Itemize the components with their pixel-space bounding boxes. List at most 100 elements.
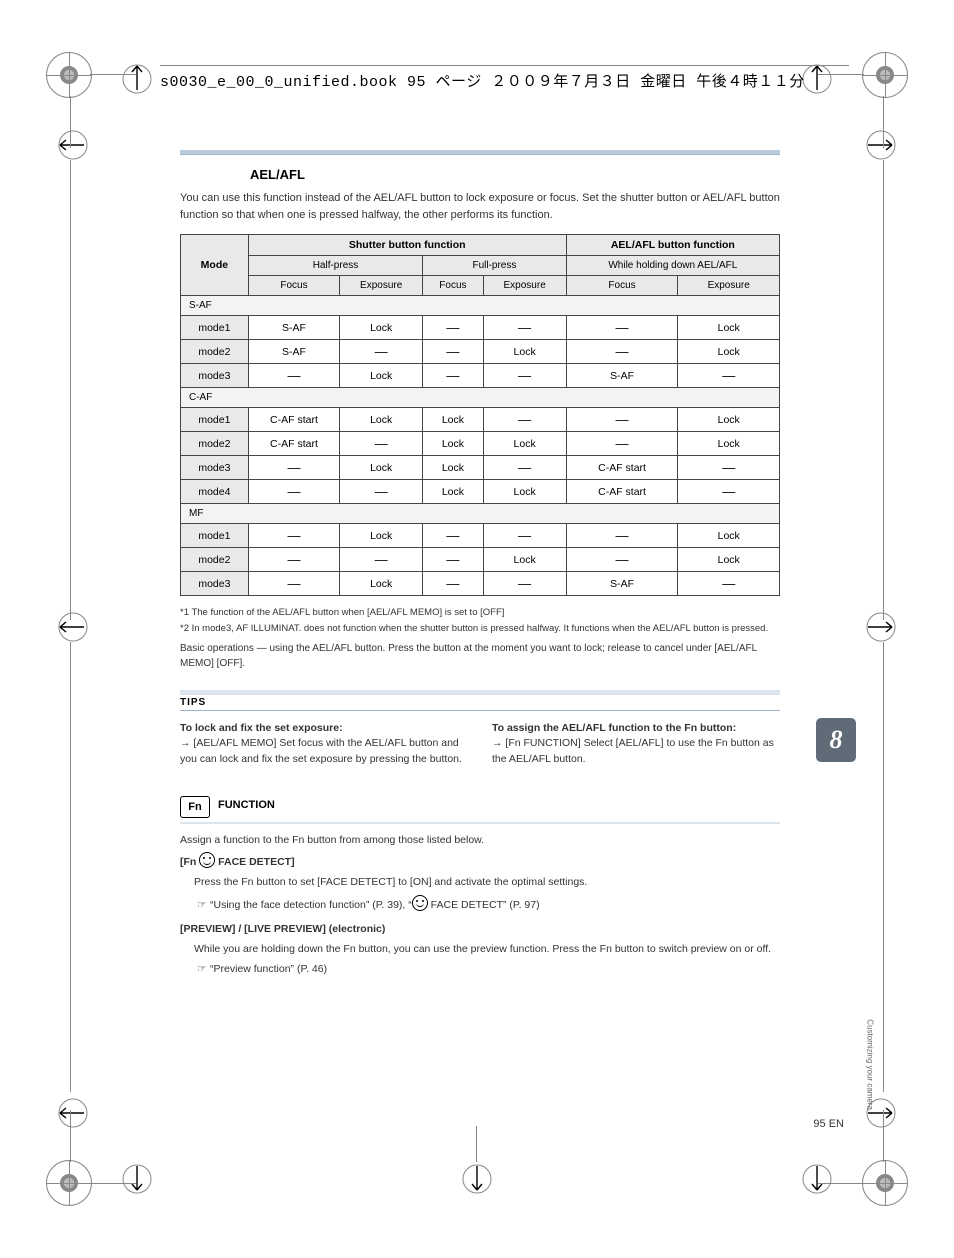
table-cell: — [483, 408, 566, 432]
fn-item-body: While you are holding down the Fn button… [194, 941, 780, 957]
fn-item-ref: ☞“Using the face detection function” (P.… [194, 895, 780, 913]
table-cell: C-AF start [566, 480, 678, 504]
table-cell: — [678, 572, 780, 596]
table-cell: — [423, 316, 483, 340]
table-cell: — [423, 340, 483, 364]
th-mode: Mode [181, 235, 249, 296]
table-cell: — [423, 548, 483, 572]
table-cell: Lock [340, 572, 423, 596]
th-col: Exposure [340, 276, 423, 296]
table-cell: — [678, 364, 780, 388]
table-cell: — [423, 572, 483, 596]
section-rule [180, 150, 780, 154]
th-shutter: Shutter button function [248, 235, 566, 256]
th-ael: AEL/AFL button function [566, 235, 779, 256]
th-col: Exposure [483, 276, 566, 296]
fn-item-body: Press the Fn button to set [FACE DETECT]… [194, 874, 780, 890]
table-cell: Lock [423, 480, 483, 504]
table-cell: — [340, 340, 423, 364]
fn-item-ref: ☞“Preview function” (P. 46) [194, 961, 780, 977]
table-cell: — [423, 364, 483, 388]
crop-arrow-bottom-center [460, 1162, 494, 1196]
table-cell: — [483, 524, 566, 548]
table-group: S-AF [181, 296, 780, 316]
page-number: 95 EN [813, 1118, 844, 1130]
table-cell: — [678, 480, 780, 504]
frame-stem [70, 160, 71, 620]
crop-arrow-left-lower [56, 1096, 90, 1130]
table-cell: — [566, 408, 678, 432]
th-holding: While holding down AEL/AFL [566, 256, 779, 276]
table-cell: — [248, 524, 339, 548]
frame-stem [818, 1183, 864, 1184]
table-mode-cell: mode1 [181, 408, 249, 432]
table-cell: Lock [340, 316, 423, 340]
table-mode-cell: mode2 [181, 340, 249, 364]
frame-stem [883, 1110, 884, 1162]
table-cell: — [483, 456, 566, 480]
table-cell: Lock [423, 456, 483, 480]
th-col: Focus [423, 276, 483, 296]
table-cell: Lock [678, 408, 780, 432]
table-cell: — [248, 572, 339, 596]
table-cell: Lock [340, 456, 423, 480]
tips-right-body: → [Fn FUNCTION] Select [AEL/AFL] to use … [492, 737, 774, 765]
print-header-text: s0030_e_00_0_unified.book 95 ページ ２００９年７月… [160, 74, 805, 91]
fn-item-label: [PREVIEW] / [LIVE PREVIEW] (electronic) [180, 921, 780, 937]
th-col: Focus [566, 276, 678, 296]
table-cell: — [248, 456, 339, 480]
table-mode-cell: mode3 [181, 364, 249, 388]
frame-stem [70, 96, 71, 148]
fn-item-label: [Fn FACE DETECT] [180, 852, 780, 870]
fn-function-title: FUNCTION [218, 796, 275, 811]
table-cell: Lock [340, 524, 423, 548]
section-intro: You can use this function instead of the… [180, 190, 780, 224]
table-cell: — [248, 480, 339, 504]
chapter-side-label: Customizing your camera [866, 1019, 875, 1110]
table-cell: Lock [340, 408, 423, 432]
frame-stem [883, 96, 884, 148]
table-cell: Lock [423, 432, 483, 456]
table-cell: — [423, 524, 483, 548]
table-cell: — [483, 572, 566, 596]
table-cell: — [566, 548, 678, 572]
frame-stem [90, 1183, 136, 1184]
table-cell: S-AF [248, 316, 339, 340]
print-header: s0030_e_00_0_unified.book 95 ページ ２００９年７月… [160, 65, 849, 91]
table-cell: Lock [483, 432, 566, 456]
table-cell: — [340, 480, 423, 504]
table-cell: — [483, 364, 566, 388]
table-mode-cell: mode2 [181, 432, 249, 456]
table-mode-cell: mode3 [181, 456, 249, 480]
table-cell: Lock [678, 524, 780, 548]
table-cell: — [340, 432, 423, 456]
table-mode-cell: mode2 [181, 548, 249, 572]
table-cell: Lock [340, 364, 423, 388]
table-cell: C-AF start [248, 408, 339, 432]
crop-arrow-left-upper [56, 128, 90, 162]
table-cell: Lock [678, 340, 780, 364]
frame-stem [90, 74, 136, 75]
th-col: Focus [248, 276, 339, 296]
table-mode-cell: mode3 [181, 572, 249, 596]
tips-rule-thin [180, 710, 780, 711]
table-cell: — [248, 548, 339, 572]
fn-icon: Fn [180, 796, 210, 818]
table-cell: Lock [483, 548, 566, 572]
section-rule-thin [180, 154, 780, 155]
tips-left-title: To lock and fix the set exposure: [180, 722, 343, 734]
frame-stem [70, 1110, 71, 1162]
table-cell: S-AF [566, 572, 678, 596]
table-cell: — [340, 548, 423, 572]
aelafl-table: ModeShutter button functionAEL/AFL butto… [180, 234, 780, 596]
footnote-line: *1 The function of the AEL/AFL button wh… [180, 606, 780, 620]
table-footnotes: *1 The function of the AEL/AFL button wh… [180, 606, 780, 637]
table-cell: Lock [678, 548, 780, 572]
frame-stem [883, 160, 884, 620]
tips-right-title: To assign the AEL/AFL function to the Fn… [492, 722, 736, 734]
tips-heading: TIPS [180, 697, 780, 708]
th-halfpress: Half-press [248, 256, 422, 276]
table-cell: — [678, 456, 780, 480]
frame-stem [883, 642, 884, 1092]
register-mark-top-left [46, 52, 92, 98]
